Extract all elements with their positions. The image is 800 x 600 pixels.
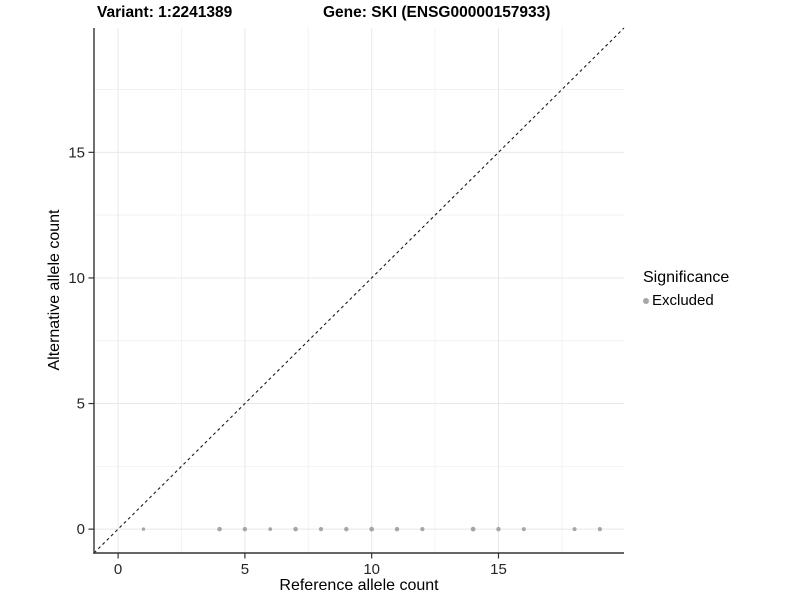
plot-title-variant: Variant: 1:2241389 <box>97 4 233 21</box>
data-point <box>268 527 273 532</box>
data-point <box>293 526 298 532</box>
x-tick-label: 0 <box>114 561 122 578</box>
data-point <box>420 527 425 532</box>
plot-title-gene: Gene: SKI (ENSG00000157933) <box>323 4 551 21</box>
data-point <box>394 526 400 532</box>
data-point <box>141 527 146 531</box>
data-point <box>496 526 501 532</box>
data-point <box>369 526 375 532</box>
y-tick-label: 15 <box>68 144 85 161</box>
identity-dashed-line <box>93 27 625 554</box>
legend: Significance Excluded <box>643 269 729 309</box>
x-tick-label: 15 <box>490 561 507 578</box>
data-point <box>521 527 526 532</box>
data-point <box>470 526 476 532</box>
legend-item-excluded: Excluded <box>643 292 729 309</box>
y-axis-title: Alternative allele count <box>46 209 63 371</box>
legend-point-icon <box>643 297 649 304</box>
y-tick-label: 5 <box>77 396 85 413</box>
legend-title: Significance <box>643 269 730 286</box>
data-point <box>344 526 349 532</box>
x-tick-label: 5 <box>241 561 249 578</box>
y-tick-label: 10 <box>68 270 85 287</box>
x-axis-title: Reference allele count <box>279 577 439 594</box>
data-point <box>242 526 248 532</box>
data-point <box>597 527 603 532</box>
y-tick-label: 0 <box>77 521 85 538</box>
data-point <box>217 526 222 532</box>
data-point <box>572 527 577 532</box>
legend-item-label: Excluded <box>652 292 714 309</box>
x-tick-label: 10 <box>363 561 380 578</box>
data-point <box>318 527 324 532</box>
